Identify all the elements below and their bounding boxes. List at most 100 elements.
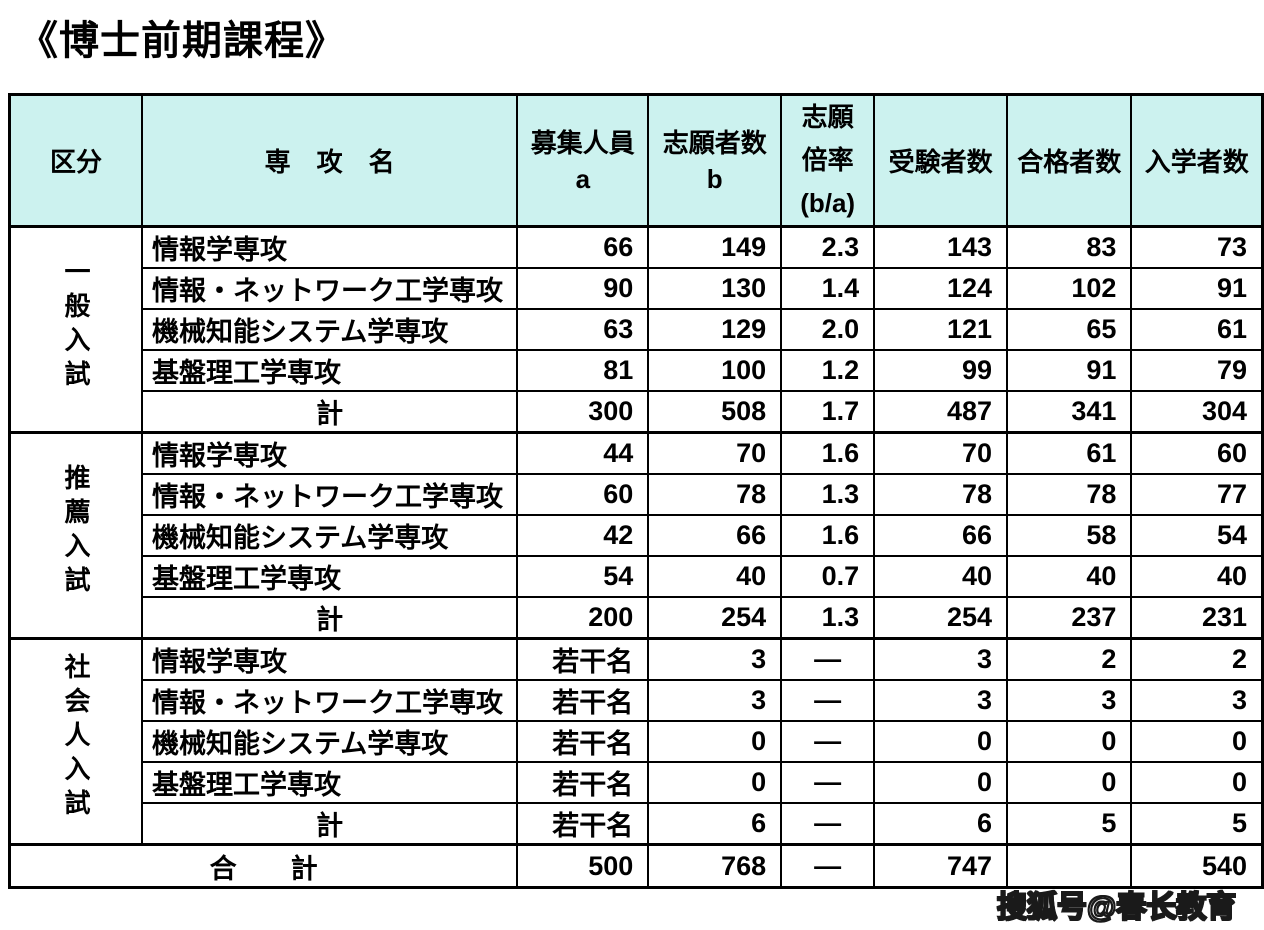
accepted-cell: 61 xyxy=(1006,431,1133,475)
examinees-cell: 99 xyxy=(873,349,1009,392)
applicants-cell: 3 xyxy=(647,679,783,722)
capacity-cell: 若干名 xyxy=(516,679,650,722)
accepted-cell: 102 xyxy=(1006,267,1133,310)
examinees-cell: 143 xyxy=(873,225,1009,269)
col-header-applicants-label: 志願者数 xyxy=(662,127,767,158)
capacity-cell: 若干名 xyxy=(516,802,650,846)
enrolled-cell: 77 xyxy=(1130,473,1264,516)
table-row: 推薦入試 情報学専攻 44 70 1.6 70 61 60 xyxy=(8,431,1264,640)
accepted-cell: 0 xyxy=(1006,720,1133,763)
category-cell-recommendation: 推薦入試 xyxy=(8,431,143,640)
enrolled-cell: 5 xyxy=(1130,802,1264,846)
capacity-cell: 63 xyxy=(516,308,650,351)
col-header-capacity: 募集人員 a xyxy=(516,93,650,228)
applicants-cell: 130 xyxy=(647,267,783,310)
col-header-examinees: 受験者数 xyxy=(873,93,1009,228)
accepted-cell: 91 xyxy=(1006,349,1133,392)
major-cell: 情報・ネットワーク工学専攻 xyxy=(140,473,519,516)
col-header-applicants-sub: b xyxy=(706,163,723,194)
table-row: 機械知能システム学専攻 63 129 2.0 121 65 61 xyxy=(10,308,1264,351)
col-header-ratio: 志願 倍率 (b/a) xyxy=(780,93,876,228)
enrolled-cell: 3 xyxy=(1130,679,1264,722)
accepted-cell: 78 xyxy=(1006,473,1133,516)
applicants-cell: 508 xyxy=(647,390,783,434)
major-cell: 情報・ネットワーク工学専攻 xyxy=(140,267,519,310)
accepted-cell: 0 xyxy=(1006,761,1133,804)
examinees-cell: 124 xyxy=(873,267,1009,310)
capacity-cell: 81 xyxy=(516,349,650,392)
ratio-cell: — xyxy=(780,761,876,804)
enrolled-cell: 61 xyxy=(1130,308,1264,351)
category-label: 社会人入試 xyxy=(61,653,91,823)
col-header-accepted: 合格者数 xyxy=(1006,93,1133,228)
enrolled-cell: 60 xyxy=(1130,431,1264,475)
applicants-cell: 768 xyxy=(647,843,783,889)
accepted-cell: 65 xyxy=(1006,308,1133,351)
applicants-cell: 100 xyxy=(647,349,783,392)
major-cell: 基盤理工学専攻 xyxy=(140,555,519,598)
ratio-cell: — xyxy=(780,637,876,681)
examinees-cell: 70 xyxy=(873,431,1009,475)
watermark: 搜狐号@春长教育 xyxy=(996,890,1237,925)
applicants-cell: 70 xyxy=(647,431,783,475)
applicants-cell: 0 xyxy=(647,761,783,804)
examinees-cell: 3 xyxy=(873,679,1009,722)
col-header-ratio-line2: 倍率 xyxy=(801,145,854,175)
capacity-cell: 90 xyxy=(516,267,650,310)
col-header-applicants: 志願者数 b xyxy=(647,93,783,228)
accepted-cell: 237 xyxy=(1006,596,1133,640)
enrolled-cell: 79 xyxy=(1130,349,1264,392)
ratio-cell: 1.6 xyxy=(780,431,876,475)
category-label: 一般入試 xyxy=(61,258,91,394)
accepted-cell: 5 xyxy=(1006,802,1133,846)
major-cell: 機械知能システム学専攻 xyxy=(140,720,519,763)
enrolled-cell: 540 xyxy=(1130,843,1264,889)
enrolled-cell: 73 xyxy=(1130,225,1264,269)
examinees-cell: 40 xyxy=(873,555,1009,598)
examinees-cell: 0 xyxy=(873,720,1009,763)
accepted-cell xyxy=(1006,843,1133,889)
major-cell: 機械知能システム学専攻 xyxy=(140,308,519,351)
category-cell-general: 一般入試 xyxy=(8,225,143,434)
applicants-cell: 254 xyxy=(647,596,783,640)
capacity-cell: 42 xyxy=(516,514,650,557)
ratio-cell: 2.3 xyxy=(780,225,876,269)
col-header-capacity-label: 募集人員 xyxy=(530,127,635,158)
examinees-cell: 66 xyxy=(873,514,1009,557)
subtotal-label-cell: 計 xyxy=(140,802,519,846)
applicants-cell: 129 xyxy=(647,308,783,351)
accepted-cell: 83 xyxy=(1006,225,1133,269)
accepted-cell: 341 xyxy=(1006,390,1133,434)
enrolled-cell: 40 xyxy=(1130,555,1264,598)
enrolled-cell: 2 xyxy=(1130,637,1264,681)
examinees-cell: 3 xyxy=(873,637,1009,681)
accepted-cell: 40 xyxy=(1006,555,1133,598)
header-row: 区分 専 攻 名 募集人員 a 志願者数 b 志願 倍率 (b/a) 受験者数 … xyxy=(8,93,1264,228)
capacity-cell: 若干名 xyxy=(516,761,650,804)
table-row: 基盤理工学専攻 81 100 1.2 99 91 79 xyxy=(10,349,1264,392)
capacity-cell: 54 xyxy=(516,555,650,598)
ratio-cell: 2.0 xyxy=(780,308,876,351)
table-row: 機械知能システム学専攻 42 66 1.6 66 58 54 xyxy=(10,514,1264,557)
admissions-table: 区分 専 攻 名 募集人員 a 志願者数 b 志願 倍率 (b/a) 受験者数 … xyxy=(8,93,1264,889)
table-row: 情報・ネットワーク工学専攻 90 130 1.4 124 102 91 xyxy=(10,267,1264,310)
applicants-cell: 149 xyxy=(647,225,783,269)
page-title: 《博士前期課程》 xyxy=(18,19,346,63)
major-cell: 情報学専攻 xyxy=(140,225,519,269)
applicants-cell: 40 xyxy=(647,555,783,598)
applicants-cell: 78 xyxy=(647,473,783,516)
ratio-cell: — xyxy=(780,802,876,846)
accepted-cell: 3 xyxy=(1006,679,1133,722)
capacity-cell: 若干名 xyxy=(516,720,650,763)
capacity-cell: 300 xyxy=(516,390,650,434)
col-header-kubun: 区分 xyxy=(8,93,143,228)
capacity-cell: 200 xyxy=(516,596,650,640)
accepted-cell: 58 xyxy=(1006,514,1133,557)
enrolled-cell: 231 xyxy=(1130,596,1264,640)
examinees-cell: 747 xyxy=(873,843,1009,889)
col-header-capacity-sub: a xyxy=(575,163,591,194)
subtotal-row: 計 若干名 6 — 6 5 5 xyxy=(10,802,1264,846)
applicants-cell: 6 xyxy=(647,802,783,846)
enrolled-cell: 91 xyxy=(1130,267,1264,310)
examinees-cell: 254 xyxy=(873,596,1009,640)
